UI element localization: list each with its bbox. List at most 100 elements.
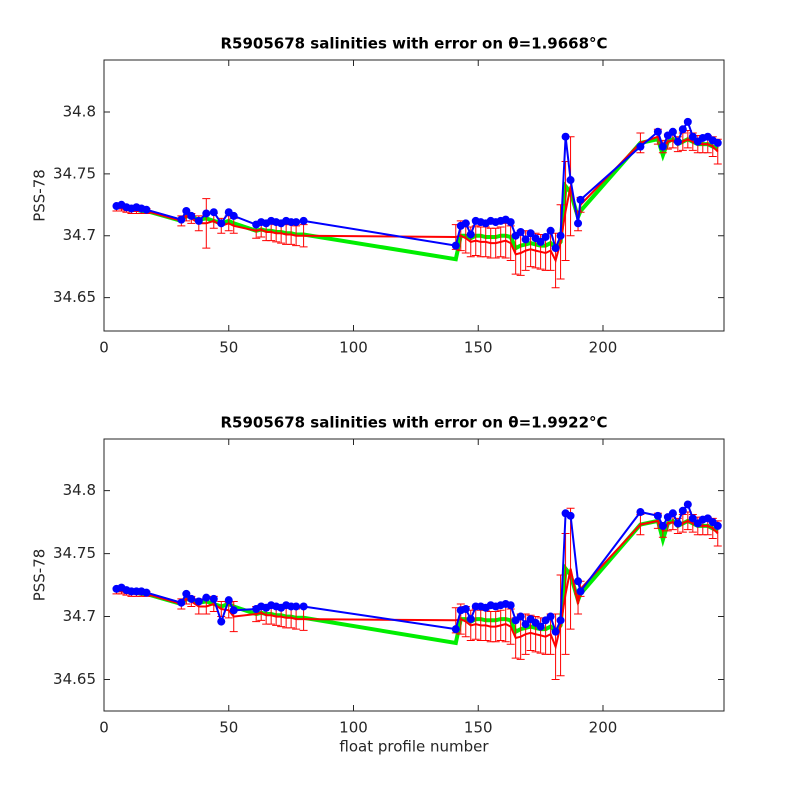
salinity-point <box>546 612 555 621</box>
salinity-point <box>202 593 211 602</box>
axes-frame <box>103 59 725 332</box>
x-tick-label: 50 <box>219 719 238 737</box>
x-tick-label: 0 <box>99 339 109 357</box>
salinity-point <box>299 602 308 611</box>
salinity-point <box>229 606 238 615</box>
x-tick-label: 100 <box>339 339 368 357</box>
salinity-point <box>688 514 697 523</box>
salinity-point <box>182 206 191 215</box>
salinity-point <box>461 219 470 228</box>
salinity-point <box>541 232 550 241</box>
y-tick-label: 34.8 <box>63 102 96 120</box>
salinity-point <box>299 216 308 225</box>
salinity-point <box>177 598 186 607</box>
data-layer <box>112 117 722 289</box>
salinity-point <box>566 176 575 185</box>
y-tick-label: 34.65 <box>53 288 96 306</box>
salinity-point <box>551 244 560 253</box>
salinity-point <box>658 142 667 151</box>
salinity-point <box>466 615 475 624</box>
plot-area <box>104 439 724 711</box>
salinity-point <box>516 612 525 621</box>
plot-area <box>104 60 724 331</box>
salinity-point <box>187 594 196 603</box>
salinity-point <box>521 235 530 244</box>
salinity-point <box>658 521 667 530</box>
salinity-point <box>521 620 530 629</box>
salinity-point <box>142 588 151 597</box>
salinity-point <box>451 625 460 634</box>
x-tick-label: 100 <box>339 719 368 737</box>
salinity-point <box>142 205 151 214</box>
x-tick-label: 150 <box>464 719 493 737</box>
salinity-point <box>202 209 211 218</box>
salinity-point <box>551 627 560 636</box>
y-tick-label: 34.8 <box>63 481 96 499</box>
y-axis-label: PSS-78 <box>31 169 49 222</box>
x-tick-label: 150 <box>464 339 493 357</box>
y-axis-label: PSS-78 <box>31 549 49 602</box>
salinity-point <box>506 218 515 227</box>
salinity-point <box>229 211 238 220</box>
salinity-point <box>683 117 692 126</box>
salinity-point <box>636 142 645 151</box>
salinity-point <box>576 195 585 204</box>
salinity-point <box>688 132 697 141</box>
salinity-point <box>451 241 460 250</box>
salinity-point <box>556 231 565 240</box>
salinity-point <box>653 127 662 136</box>
salinity-point <box>556 616 565 625</box>
salinity-point <box>673 519 682 528</box>
salinity-point <box>217 219 226 228</box>
salinity-point <box>224 596 233 605</box>
axes-frame <box>103 438 725 712</box>
salinity-point <box>536 237 545 246</box>
salinity-point <box>678 125 687 134</box>
salinity-point <box>516 228 525 237</box>
x-tick-label: 50 <box>219 339 238 357</box>
salinity-point <box>209 594 218 603</box>
salinity-point <box>194 597 203 606</box>
x-tick-label: 200 <box>589 719 618 737</box>
salinity-point <box>683 500 692 509</box>
salinity-point <box>574 219 583 228</box>
chart-title: R5905678 salinities with error on θ=1.99… <box>220 414 607 432</box>
salinity-point <box>713 138 722 147</box>
salinity-point <box>526 229 535 238</box>
y-tick-label: 34.65 <box>53 670 96 688</box>
salinity-point <box>673 137 682 146</box>
salinity-point <box>668 127 677 136</box>
y-tick-label: 34.75 <box>53 164 96 182</box>
salinity-point <box>506 601 515 610</box>
salinity-point <box>636 508 645 517</box>
salinity-point <box>546 226 555 235</box>
salinity-point <box>292 218 301 227</box>
data-layer <box>112 500 722 681</box>
salinity-point <box>566 511 575 520</box>
salinity-point <box>574 577 583 586</box>
y-tick-label: 34.75 <box>53 544 96 562</box>
chart-title: R5905678 salinities with error on θ=1.96… <box>220 35 607 53</box>
salinity-point <box>177 215 186 224</box>
salinity-point <box>461 605 470 613</box>
x-tick-label: 0 <box>99 719 109 737</box>
salinity-point <box>536 622 545 631</box>
salinity-point <box>668 509 677 518</box>
salinity-point <box>576 587 585 596</box>
salinity-point <box>182 589 191 598</box>
x-tick-label: 200 <box>589 339 618 357</box>
y-tick-label: 34.7 <box>63 226 96 244</box>
salinity-point <box>466 230 475 239</box>
salinity-point <box>713 521 722 530</box>
salinity-point <box>217 617 226 626</box>
x-axis-label: float profile number <box>339 738 489 756</box>
salinity-point <box>561 132 570 141</box>
salinity-point <box>194 216 203 225</box>
salinity-point <box>653 511 662 520</box>
salinity-point <box>209 208 218 217</box>
salinity-point <box>678 506 687 515</box>
salinity-point <box>292 602 301 611</box>
salinity-point <box>187 211 196 220</box>
y-tick-label: 34.7 <box>63 607 96 625</box>
